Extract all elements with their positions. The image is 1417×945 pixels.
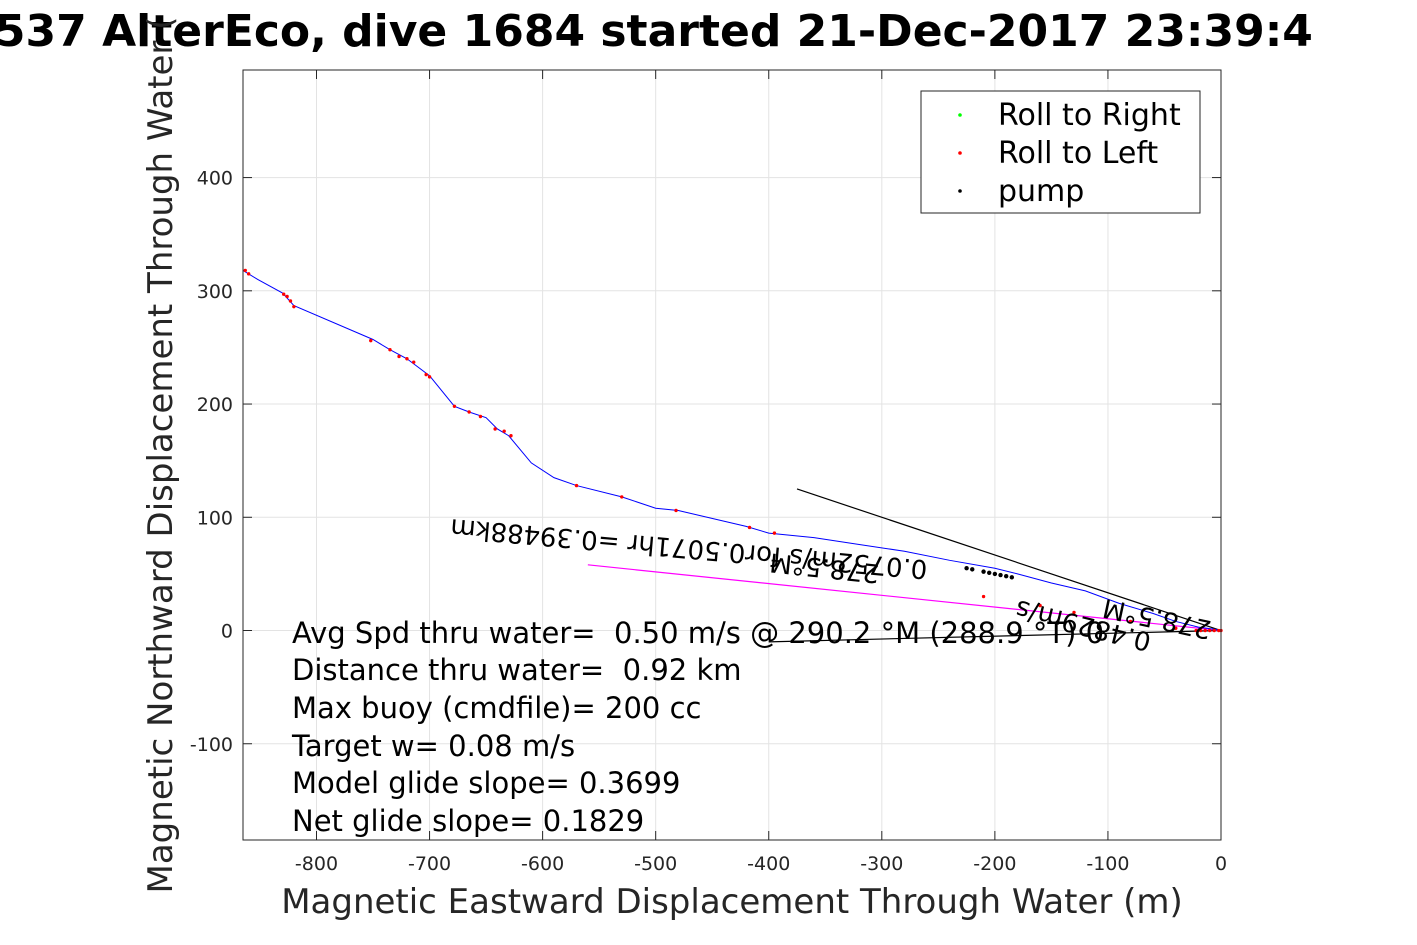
straight-line: [587, 564, 1222, 632]
roll-left-point: [282, 292, 286, 296]
roll-left-point: [747, 525, 752, 530]
plot-frame: [242, 69, 1222, 841]
roll-left-point: [369, 338, 373, 343]
roll-left-point: [1174, 626, 1178, 630]
roll-left-point: [1198, 628, 1203, 633]
legend-label-roll-right: Roll to Right: [998, 98, 1181, 133]
roll-left-point: [412, 360, 416, 364]
roll-left-point: [674, 508, 678, 513]
legend-box: [920, 90, 1201, 214]
stat-avg-speed: Avg Spd thru water= 0.50 m/s @ 290.2 °M …: [292, 616, 1104, 650]
pump-point: [964, 566, 969, 571]
roll-left-point: [405, 357, 409, 361]
roll-left-point: [502, 429, 506, 433]
stat-model-glide: Model glide slope= 0.3699: [292, 766, 680, 800]
x-axis-label: Magnetic Eastward Displacement Through W…: [281, 882, 1183, 922]
x-tick-label: -700: [408, 853, 451, 875]
roll-left-point: [292, 304, 296, 309]
drift-line: [768, 629, 1222, 643]
y-tick-label: 200: [197, 394, 233, 416]
roll-left-point: [981, 594, 986, 599]
x-tick-label: -100: [1086, 853, 1129, 875]
stat-distance: Distance thru water= 0.92 km: [292, 653, 742, 687]
y-tick-label: 0: [221, 621, 233, 643]
stat-max-buoy: Max buoy (cmdfile)= 200 cc: [292, 691, 701, 725]
roll-left-point: [388, 347, 392, 352]
roll-left-point: [452, 404, 457, 409]
stats-block: Avg Spd thru water= 0.50 m/s @ 290.2 °M …: [291, 616, 1104, 838]
roll-left-point: [1072, 610, 1076, 615]
roll-left-point: [509, 434, 513, 438]
y-tick-label: 300: [197, 281, 233, 303]
x-tick-label: -300: [860, 853, 903, 875]
roll-left-point: [574, 483, 579, 488]
roll-left-point: [397, 354, 401, 359]
y-tick-labels: -100 0 100 200 300 400: [190, 168, 233, 756]
current-vector: [796, 488, 1222, 632]
y-tick-label: -100: [190, 734, 233, 756]
roll-left-point: [288, 299, 293, 303]
roll-left-point: [1212, 628, 1216, 633]
pump-point: [1009, 575, 1015, 580]
x-tick-label: -200: [973, 853, 1016, 875]
stat-target-w: Target w= 0.08 m/s: [291, 729, 575, 763]
legend-label-pump: pump: [998, 174, 1084, 209]
roll-left-point: [1038, 603, 1042, 608]
x-tick-label: 0: [1215, 853, 1227, 875]
y-tick-label: 100: [197, 507, 233, 529]
roll-left-point: [243, 268, 247, 273]
roll-left-point: [1194, 628, 1198, 633]
x-tick-labels: -800 -700 -600 -500 -400 -300 -200 -100 0: [295, 853, 1227, 875]
y-tick-label: 400: [197, 168, 233, 190]
roll-left-point: [467, 410, 471, 414]
x-tick-label: -800: [295, 853, 338, 875]
roll-left-point: [620, 495, 624, 499]
pump-point: [970, 567, 975, 572]
roll-left-point: [285, 294, 289, 299]
legend-label-roll-left: Roll to Left: [998, 136, 1158, 171]
roll-left-point: [478, 414, 483, 419]
reference-lines: [587, 488, 1222, 643]
track-series: [242, 270, 1222, 632]
marker-series: [243, 268, 1223, 633]
legend-marker-roll-right: [958, 113, 962, 117]
chart-title: SG537 AlterEco, dive 1684 started 21-Dec…: [0, 6, 1313, 57]
roll-left-point: [1203, 628, 1207, 633]
roll-left-point: [493, 427, 497, 431]
roll-left-point: [772, 531, 777, 535]
pump-point: [987, 570, 992, 575]
x-tick-label: -400: [747, 853, 790, 875]
roll-left-point: [427, 375, 432, 379]
legend-marker-pump: [958, 189, 962, 193]
pump-point: [998, 572, 1003, 578]
track-line: [242, 270, 1222, 632]
legend-marker-roll-left: [958, 151, 962, 155]
pump-point: [1003, 573, 1009, 579]
roll-left-point: [424, 372, 428, 377]
stat-net-glide: Net glide slope= 0.1829: [292, 804, 644, 838]
y-axis-label: Magnetic Northward Displacement Through …: [141, 17, 181, 894]
pump-point: [981, 569, 986, 574]
legend: Roll to Right Roll to Left pump: [920, 90, 1201, 214]
x-tick-label: -600: [521, 853, 564, 875]
roll-left-point: [246, 272, 251, 276]
roll-left-point: [1207, 628, 1212, 633]
roll-left-point: [1128, 619, 1133, 624]
x-tick-label: -500: [634, 853, 677, 875]
pump-point: [992, 571, 998, 577]
